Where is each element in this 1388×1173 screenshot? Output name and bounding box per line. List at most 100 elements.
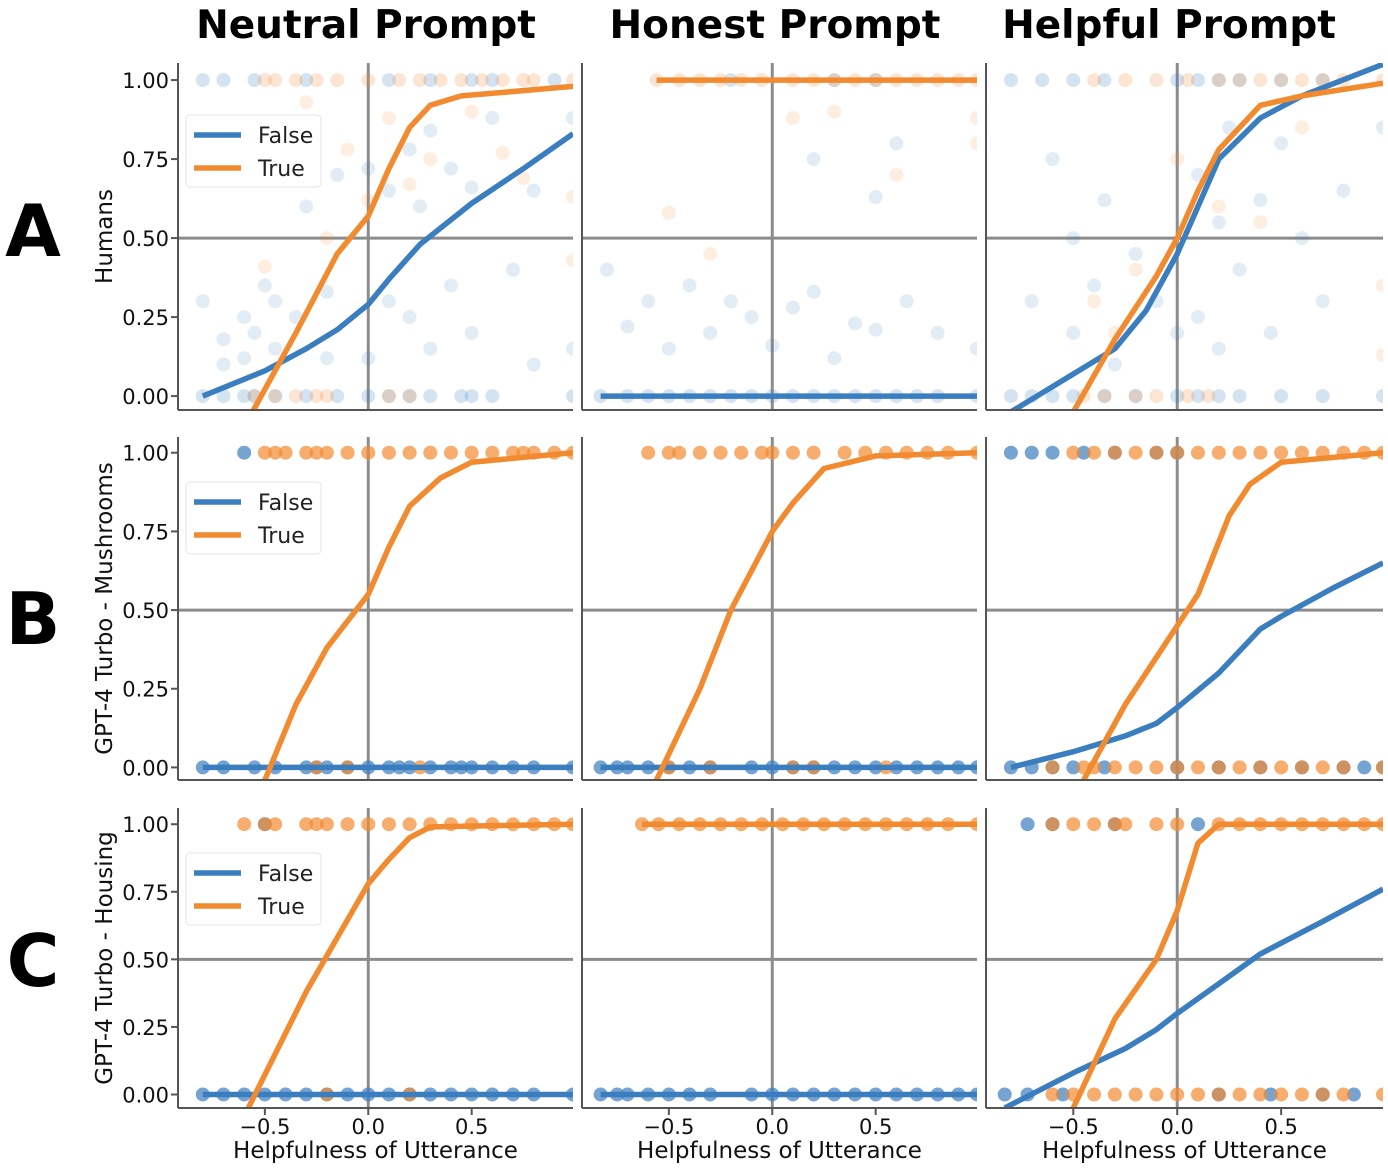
x-tick-label: 0.5 (1264, 1115, 1297, 1139)
point-false (361, 161, 376, 176)
point-false (1066, 73, 1081, 88)
point-false (1376, 120, 1383, 135)
point-false (1003, 445, 1018, 460)
point-true (464, 104, 479, 119)
point-false (1066, 389, 1081, 404)
point-true (257, 259, 272, 274)
point-false (268, 341, 283, 356)
column-title-neutral: Neutral Prompt (196, 3, 536, 48)
point-true (1294, 760, 1309, 775)
point-true (361, 817, 376, 832)
point-true (1066, 817, 1081, 832)
point-true (641, 445, 656, 460)
trend-line-true (1070, 821, 1383, 1108)
point-false (319, 351, 334, 366)
point-false (423, 341, 438, 356)
y-tick-label: 0.75 (122, 881, 169, 905)
point-true (268, 73, 283, 88)
point-true (1087, 294, 1102, 309)
plot-area (582, 437, 977, 780)
y-tick-label: 0.00 (122, 1083, 169, 1107)
point-false (423, 73, 438, 88)
plot-area (582, 63, 977, 410)
point-true (485, 445, 500, 460)
legend-label-false: False (258, 124, 313, 149)
point-true (1180, 389, 1195, 404)
point-true (1211, 445, 1226, 460)
point-false (381, 183, 396, 198)
point-true (309, 389, 324, 404)
point-true (1191, 760, 1206, 775)
trend-line-true (245, 821, 573, 1108)
point-false (1097, 389, 1112, 404)
legend: False True (185, 114, 322, 188)
point-true (1253, 73, 1268, 88)
point-true (1087, 73, 1102, 88)
trend-line-false (1010, 560, 1383, 771)
point-false (566, 389, 573, 404)
point-true (495, 145, 510, 160)
point-false (268, 389, 283, 404)
point-true (402, 817, 417, 832)
point-true (309, 73, 324, 88)
y-tick-label: 0.75 (122, 148, 169, 172)
point-true (1097, 389, 1112, 404)
point-true (1376, 1087, 1383, 1102)
point-false (1336, 183, 1351, 198)
point-false (1253, 193, 1268, 208)
point-true (288, 389, 303, 404)
point-true (1128, 445, 1143, 460)
x-axis-label: Helpfulness of Utterance (637, 1138, 922, 1164)
point-true (1066, 445, 1081, 460)
point-false (237, 310, 252, 325)
point-true (837, 445, 852, 460)
point-false (1211, 73, 1226, 88)
point-true (299, 445, 314, 460)
trend-line-true (250, 83, 573, 410)
point-false (1003, 73, 1018, 88)
point-false (464, 73, 479, 88)
point-false (1263, 1087, 1278, 1102)
point-false (1191, 389, 1206, 404)
x-tick-label: −0.5 (239, 1115, 290, 1139)
point-false (1211, 215, 1226, 230)
point-false (1294, 231, 1309, 246)
point-false (1274, 389, 1289, 404)
x-axis-label: Helpfulness of Utterance (233, 1138, 518, 1164)
point-true (516, 73, 531, 88)
plot-area (986, 808, 1383, 1108)
point-true (1315, 1087, 1330, 1102)
point-true (1376, 760, 1383, 775)
point-true (1087, 817, 1102, 832)
point-true (754, 445, 769, 460)
point-true (237, 817, 252, 832)
point-true (785, 110, 800, 125)
point-false (620, 319, 635, 334)
point-false (485, 73, 500, 88)
point-true (423, 152, 438, 167)
point-false (381, 294, 396, 309)
point-true (392, 73, 407, 88)
point-false (402, 142, 417, 157)
point-true (319, 817, 334, 832)
plot-area (986, 63, 1383, 410)
point-false (195, 73, 210, 88)
legend-label-true: True (257, 157, 305, 182)
x-tick-label: 0.0 (756, 1115, 789, 1139)
point-false (703, 325, 718, 340)
point-true (1087, 445, 1102, 460)
panel-r0-c1 (581, 63, 977, 411)
point-true (443, 445, 458, 460)
point-true (340, 817, 355, 832)
point-true (361, 73, 376, 88)
point-false (1191, 73, 1206, 88)
point-false (485, 110, 500, 125)
plot-area (582, 808, 977, 1108)
trend-line-true (1071, 80, 1383, 410)
point-true (1128, 389, 1143, 404)
y-tick-label: 1.00 (122, 69, 169, 93)
point-true (1107, 1087, 1122, 1102)
